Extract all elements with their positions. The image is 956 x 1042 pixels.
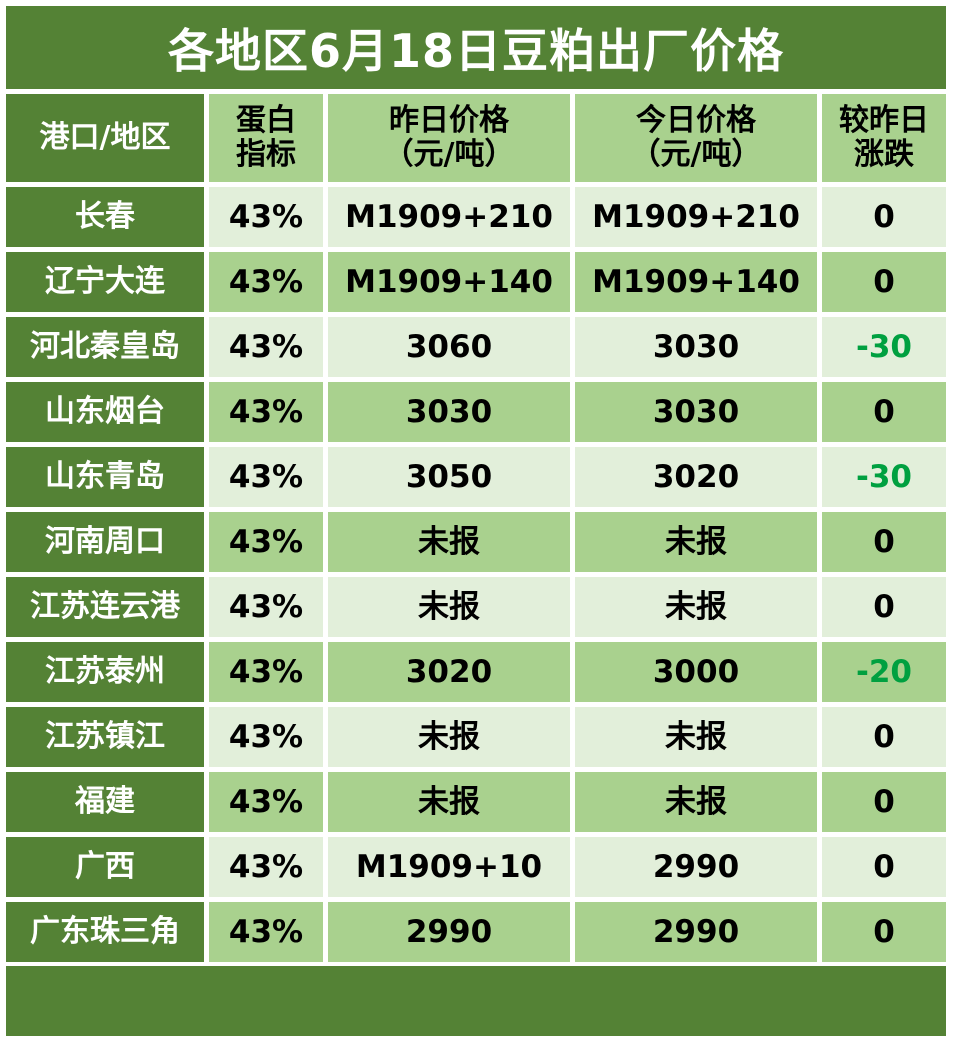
page-title: 各地区6月18日豆粕出厂价格	[6, 6, 946, 89]
today-price-cell: 未报	[575, 772, 817, 832]
region-cell: 河南周口	[6, 512, 204, 572]
region-cell: 长春	[6, 187, 204, 247]
region-cell: 河北秦皇岛	[6, 317, 204, 377]
region-cell: 江苏泰州	[6, 642, 204, 702]
region-cell: 江苏镇江	[6, 707, 204, 767]
today-price-cell: 3020	[575, 447, 817, 507]
today-price-cell: M1909+140	[575, 252, 817, 312]
change-cell: -20	[822, 642, 946, 702]
yesterday-price-cell: M1909+210	[328, 187, 570, 247]
today-price-cell: 未报	[575, 512, 817, 572]
region-cell: 广西	[6, 837, 204, 897]
change-cell: 0	[822, 707, 946, 767]
header-yesterday-line2: （元/吨）	[383, 137, 515, 172]
region-cell: 福建	[6, 772, 204, 832]
today-price-cell: 未报	[575, 707, 817, 767]
today-price-cell: M1909+210	[575, 187, 817, 247]
protein-cell: 43%	[209, 772, 323, 832]
protein-cell: 43%	[209, 187, 323, 247]
header-change-line1: 较昨日	[839, 103, 929, 139]
region-cell: 辽宁大连	[6, 252, 204, 312]
region-cell: 山东烟台	[6, 382, 204, 442]
today-price-cell: 未报	[575, 577, 817, 637]
protein-cell: 43%	[209, 512, 323, 572]
header-change-line2: 涨跌	[854, 137, 914, 172]
change-cell: -30	[822, 447, 946, 507]
footer-bar	[6, 966, 946, 1036]
protein-cell: 43%	[209, 252, 323, 312]
yesterday-price-cell: 未报	[328, 577, 570, 637]
yesterday-price-cell: 3050	[328, 447, 570, 507]
header-yesterday-price: 昨日价格 （元/吨）	[328, 94, 570, 182]
protein-cell: 43%	[209, 837, 323, 897]
header-today-line2: （元/吨）	[630, 137, 762, 172]
yesterday-price-cell: 3060	[328, 317, 570, 377]
today-price-cell: 2990	[575, 837, 817, 897]
today-price-cell: 2990	[575, 902, 817, 962]
change-cell: 0	[822, 772, 946, 832]
yesterday-price-cell: 未报	[328, 512, 570, 572]
change-cell: 0	[822, 902, 946, 962]
protein-cell: 43%	[209, 447, 323, 507]
yesterday-price-cell: M1909+10	[328, 837, 570, 897]
today-price-cell: 3000	[575, 642, 817, 702]
header-change: 较昨日 涨跌	[822, 94, 946, 182]
yesterday-price-cell: 2990	[328, 902, 570, 962]
price-table: 港口/地区 蛋白 指标 昨日价格 （元/吨） 今日价格 （元/吨） 较昨日 涨跌…	[6, 94, 946, 962]
header-region: 港口/地区	[6, 94, 204, 182]
protein-cell: 43%	[209, 902, 323, 962]
change-cell: 0	[822, 187, 946, 247]
protein-cell: 43%	[209, 707, 323, 767]
header-protein-line2: 指标	[236, 137, 296, 172]
header-yesterday-line1: 昨日价格	[389, 103, 509, 139]
yesterday-price-cell: 3030	[328, 382, 570, 442]
change-cell: 0	[822, 382, 946, 442]
header-protein-line1: 蛋白	[236, 103, 296, 139]
region-cell: 山东青岛	[6, 447, 204, 507]
yesterday-price-cell: 未报	[328, 707, 570, 767]
header-today-line1: 今日价格	[636, 103, 756, 139]
yesterday-price-cell: 3020	[328, 642, 570, 702]
today-price-cell: 3030	[575, 317, 817, 377]
header-protein: 蛋白 指标	[209, 94, 323, 182]
yesterday-price-cell: 未报	[328, 772, 570, 832]
change-cell: 0	[822, 252, 946, 312]
change-cell: 0	[822, 837, 946, 897]
change-cell: 0	[822, 577, 946, 637]
protein-cell: 43%	[209, 642, 323, 702]
today-price-cell: 3030	[575, 382, 817, 442]
protein-cell: 43%	[209, 317, 323, 377]
region-cell: 江苏连云港	[6, 577, 204, 637]
change-cell: -30	[822, 317, 946, 377]
protein-cell: 43%	[209, 382, 323, 442]
change-cell: 0	[822, 512, 946, 572]
yesterday-price-cell: M1909+140	[328, 252, 570, 312]
header-today-price: 今日价格 （元/吨）	[575, 94, 817, 182]
region-cell: 广东珠三角	[6, 902, 204, 962]
protein-cell: 43%	[209, 577, 323, 637]
